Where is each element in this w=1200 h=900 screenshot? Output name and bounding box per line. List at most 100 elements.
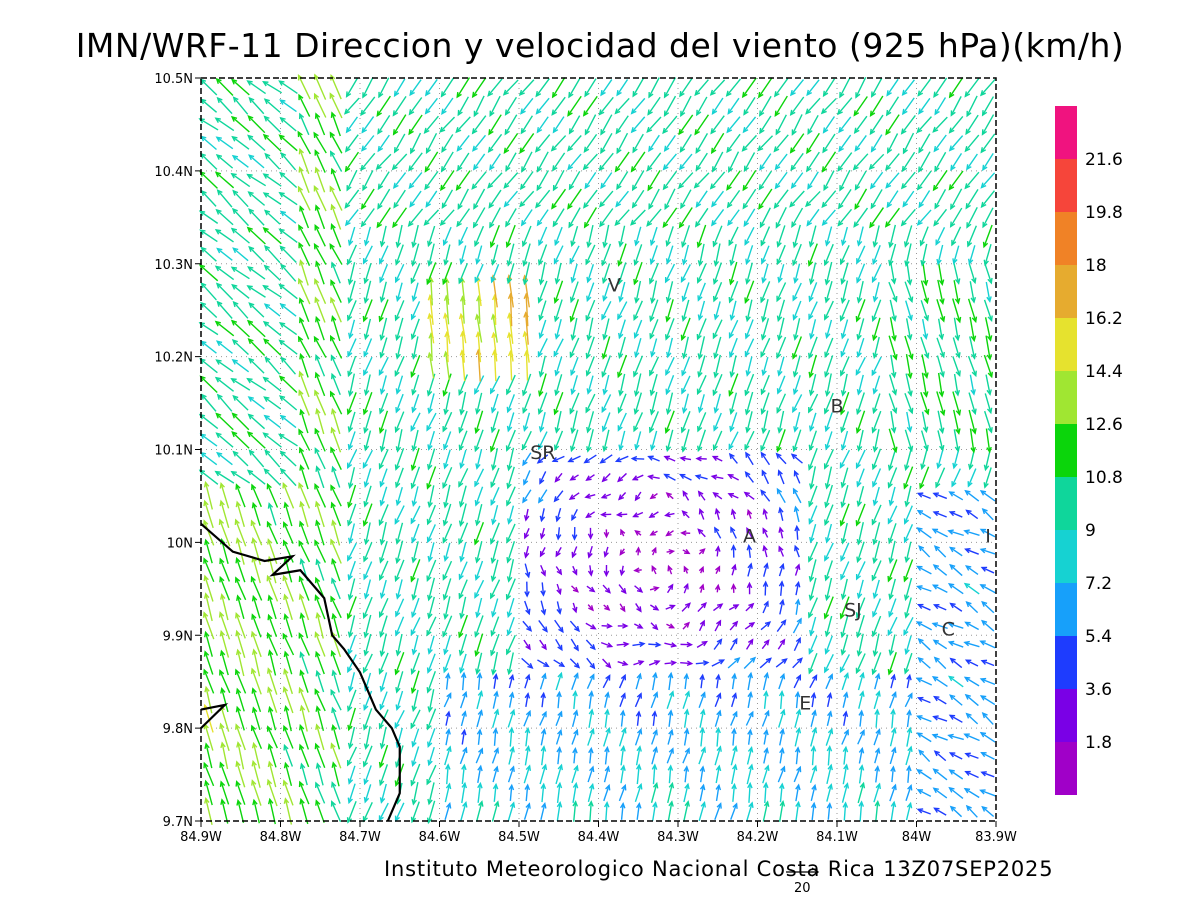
wind-arrow [506, 447, 515, 472]
wind-arrow [379, 672, 388, 693]
wind-arrow [474, 615, 484, 638]
wind-arrow [853, 115, 868, 134]
wind-arrow [937, 261, 945, 287]
wind-arrow [539, 508, 546, 523]
wind-arrow [246, 431, 266, 449]
wind-arrow [603, 765, 611, 783]
wind-arrow [903, 559, 914, 583]
wind-arrow [537, 392, 548, 416]
wind-arrow [793, 318, 801, 341]
wind-arrow [729, 355, 737, 378]
wind-arrow [456, 152, 470, 172]
wind-arrow [630, 97, 646, 115]
wind-arrow [519, 133, 535, 154]
wind-arrow [680, 189, 692, 210]
wind-arrow [442, 411, 453, 433]
wind-arrow [614, 455, 629, 463]
wind-arrow [524, 692, 531, 707]
wind-arrow [524, 600, 531, 616]
wind-arrow [824, 654, 834, 674]
wind-arrow [215, 340, 233, 354]
wind-arrow [934, 151, 947, 173]
wind-arrow [599, 454, 613, 464]
wind-arrow [282, 724, 294, 749]
wind-arrow [440, 170, 455, 192]
wind-arrow [839, 449, 850, 469]
wind-arrow [871, 264, 882, 284]
wind-arrow [571, 672, 579, 690]
wind-arrow [556, 583, 562, 596]
wind-arrow [746, 581, 753, 595]
x-tick-label: 84.1W [816, 830, 858, 845]
wind-arrow [965, 804, 978, 818]
wind-arrow [363, 614, 372, 639]
wind-arrow [587, 527, 594, 540]
wind-arrow [556, 801, 563, 821]
wind-arrow [267, 649, 277, 676]
wind-arrow [219, 629, 230, 658]
wind-arrow [586, 264, 595, 284]
wind-arrow [471, 77, 487, 99]
wind-arrow [219, 649, 229, 676]
wind-arrow [411, 429, 419, 452]
wind-arrow [362, 449, 374, 469]
wind-arrow [278, 80, 298, 94]
wind-arrow [633, 319, 643, 339]
wind-arrow [504, 114, 518, 136]
wind-arrow [714, 507, 721, 520]
wind-arrow [648, 641, 662, 648]
wind-arrow [347, 355, 357, 378]
wind-arrow [727, 474, 739, 481]
wind-arrow [663, 77, 677, 99]
wind-arrow [841, 671, 850, 691]
wind-arrow [506, 617, 515, 637]
wind-arrow [314, 631, 326, 657]
wind-arrow [443, 312, 451, 344]
wind-arrow [246, 173, 267, 187]
wind-arrow [231, 78, 250, 96]
wind-arrow [346, 449, 358, 470]
wind-arrow [551, 77, 566, 99]
wind-arrow [933, 750, 947, 762]
wind-arrow [314, 500, 325, 528]
wind-arrow [920, 336, 930, 360]
wind-arrow [681, 602, 691, 612]
wind-arrow [457, 188, 469, 211]
wind-arrow [906, 709, 912, 728]
wind-arrow [773, 134, 789, 153]
wind-arrow [983, 299, 993, 323]
wind-arrow [808, 282, 818, 303]
wind-arrow [379, 281, 387, 304]
wind-arrow [553, 490, 564, 503]
wind-arrow [979, 489, 996, 502]
wind-arrow [761, 299, 769, 323]
wind-arrow [713, 301, 721, 321]
wind-arrow [378, 356, 389, 377]
wind-arrow [777, 765, 786, 783]
wind-arrow [347, 765, 356, 785]
wind-arrow [726, 170, 741, 191]
wind-arrow [791, 114, 803, 136]
wind-arrow [901, 79, 915, 97]
wind-arrow [937, 410, 945, 435]
wind-arrow [458, 503, 467, 528]
wind-arrow [778, 545, 785, 557]
wind-arrow [599, 208, 614, 228]
wind-arrow [842, 801, 849, 821]
wind-arrow [885, 153, 900, 171]
wind-arrow [423, 115, 439, 134]
wind-arrow [391, 153, 408, 171]
wind-arrow [602, 429, 610, 453]
wind-arrow [916, 170, 932, 191]
wind-arrow [458, 374, 469, 396]
wind-arrow [808, 577, 817, 602]
wind-arrow [889, 746, 897, 765]
wind-arrow [948, 511, 963, 518]
wind-arrow [282, 632, 295, 656]
wind-arrow [824, 542, 834, 562]
wind-arrow [230, 266, 250, 280]
wind-arrow [410, 617, 421, 636]
wind-arrow [874, 799, 881, 822]
wind-arrow [889, 299, 897, 323]
wind-arrow [506, 634, 516, 656]
